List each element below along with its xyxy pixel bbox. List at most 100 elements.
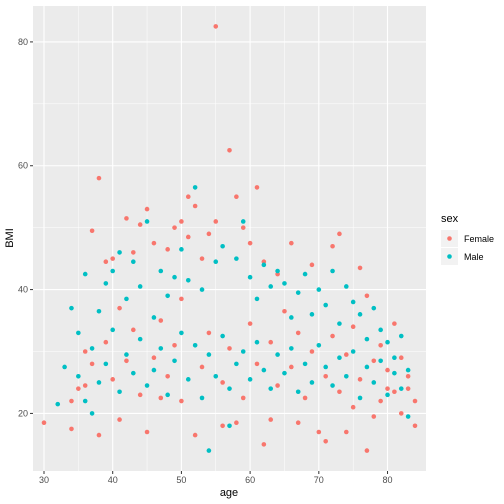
female-point: [234, 194, 239, 200]
male-point: [392, 370, 397, 376]
male-point: [110, 268, 115, 274]
male-point: [227, 423, 232, 429]
male-point: [364, 336, 370, 342]
female-point: [89, 228, 95, 234]
female-point: [254, 185, 260, 190]
male-point: [392, 355, 397, 360]
female-point: [131, 250, 136, 255]
male-point: [144, 219, 150, 224]
male-point: [103, 361, 109, 367]
male-point: [323, 302, 328, 308]
female-point: [158, 318, 164, 323]
male-point: [350, 349, 356, 354]
male-point: [261, 367, 267, 373]
female-point: [302, 395, 308, 401]
male-point: [82, 398, 88, 404]
female-point: [227, 346, 232, 351]
female-point: [124, 358, 129, 364]
female-point: [220, 380, 225, 385]
female-point: [103, 259, 109, 265]
male-point: [76, 373, 81, 379]
male-point: [405, 367, 411, 373]
female-point: [234, 420, 239, 426]
male-point: [220, 333, 225, 339]
x-axis-title: age: [220, 487, 238, 499]
male-point: [282, 370, 287, 376]
female-point: [137, 222, 143, 227]
male-point: [151, 315, 157, 320]
male-point: [220, 243, 225, 249]
male-point: [137, 284, 143, 289]
y-axis-title: BMI: [4, 228, 16, 248]
male-point: [192, 185, 198, 190]
female-point: [385, 386, 390, 391]
female-point: [172, 225, 177, 230]
male-point: [234, 361, 239, 367]
male-point: [344, 284, 349, 289]
male-point: [199, 395, 205, 401]
female-point: [158, 395, 164, 401]
female-point: [350, 324, 356, 330]
y-tick-label: 40: [18, 285, 28, 295]
male-point: [330, 268, 335, 274]
female-point: [392, 389, 397, 395]
male-point: [172, 358, 177, 364]
male-point: [82, 271, 88, 277]
female-point: [117, 305, 122, 311]
data-points: [41, 24, 418, 453]
female-point: [220, 423, 225, 429]
male-point: [302, 271, 308, 277]
female-point: [240, 225, 246, 230]
male-point: [268, 386, 274, 391]
male-point: [398, 333, 404, 339]
female-point: [405, 386, 411, 391]
female-point: [357, 377, 363, 382]
female-point: [350, 404, 356, 410]
male-point: [96, 380, 102, 385]
male-point: [385, 339, 390, 345]
male-point: [206, 352, 212, 357]
male-point: [357, 312, 363, 317]
male-point: [117, 389, 122, 395]
male-point: [405, 414, 411, 419]
female-point: [89, 361, 95, 367]
female-point: [330, 243, 335, 249]
male-point: [110, 327, 115, 333]
female-point: [295, 420, 301, 426]
male-point: [371, 305, 377, 311]
y-axis-ticks: 20 40 60 80: [18, 37, 33, 418]
male-point: [247, 274, 253, 280]
male-point: [385, 392, 390, 398]
female-point: [261, 442, 267, 447]
female-point: [254, 361, 260, 367]
female-point: [289, 240, 294, 246]
male-point: [398, 386, 404, 391]
male-point: [350, 299, 356, 305]
male-point: [213, 373, 219, 379]
female-point: [192, 432, 198, 438]
female-point: [247, 321, 253, 326]
male-point: [165, 392, 170, 398]
female-point: [206, 231, 212, 237]
male-point: [76, 330, 81, 336]
plot-background: [33, 6, 426, 471]
female-point: [392, 321, 397, 326]
female-point: [268, 417, 274, 422]
male-point: [55, 401, 61, 407]
female-point: [172, 343, 177, 348]
legend-swatch-female: [447, 236, 452, 241]
female-point: [151, 355, 157, 360]
female-point: [330, 333, 335, 339]
male-point: [213, 259, 219, 265]
female-point: [110, 377, 115, 382]
female-point: [364, 293, 370, 299]
male-point: [295, 290, 301, 295]
x-tick-label: 60: [245, 475, 255, 485]
female-point: [344, 352, 349, 357]
male-point: [337, 355, 342, 360]
male-point: [268, 284, 274, 289]
female-point: [199, 364, 205, 370]
male-point: [185, 277, 191, 283]
female-point: [247, 240, 253, 246]
